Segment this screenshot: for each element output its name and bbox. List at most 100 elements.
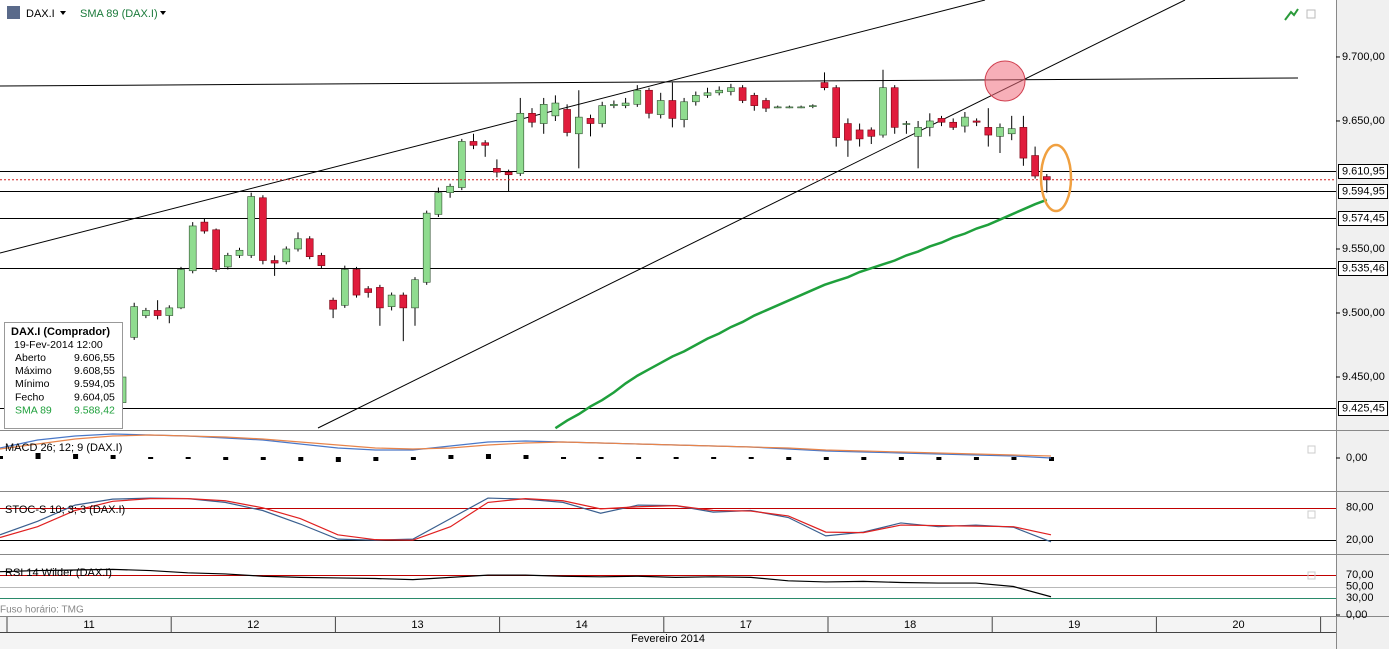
candle-body: [235, 249, 244, 256]
indicator-label[interactable]: SMA 89 (DAX.I): [80, 8, 158, 20]
x-tick-label: 11: [83, 619, 94, 631]
window-button: [1307, 571, 1316, 580]
candle-body: [188, 225, 197, 272]
candle-body: [387, 294, 396, 307]
x-tick-label: 19: [1068, 619, 1080, 631]
candle-body: [469, 141, 478, 146]
candle-body: [984, 127, 993, 136]
candle-body: [762, 100, 770, 109]
candle-body: [715, 89, 724, 94]
candle-body: [832, 87, 841, 138]
x-tick-label: 14: [576, 619, 588, 631]
histogram-bar: [936, 457, 942, 460]
histogram-bar: [1011, 457, 1017, 460]
histogram-bar: [410, 457, 416, 460]
candle-body: [668, 100, 677, 119]
candle-body: [516, 112, 525, 174]
dropdown-arrow[interactable]: [60, 11, 66, 15]
instrument-label[interactable]: DAX.I: [26, 8, 55, 20]
candle-body: [305, 238, 314, 257]
candle-body: [200, 221, 209, 232]
histogram-bar: [598, 457, 604, 459]
histogram-bar: [561, 457, 567, 459]
window-button[interactable]: [1306, 9, 1316, 19]
trend-line: [317, 0, 1186, 429]
candle-body: [797, 106, 805, 109]
tooltip-value: 9.588,42: [74, 405, 115, 417]
tooltip-key: SMA 89: [15, 405, 52, 417]
candle-body: [914, 127, 922, 137]
indicator-line: [0, 434, 1052, 457]
y-tick-label: 80,00: [1346, 502, 1374, 514]
candle-body: [621, 102, 630, 106]
window-button: [1307, 445, 1316, 454]
candle-body: [329, 299, 337, 310]
candle-body: [645, 89, 653, 114]
trend-icon[interactable]: [1284, 8, 1299, 21]
histogram-bar: [861, 457, 867, 460]
candle-body: [259, 197, 267, 261]
candle-body: [773, 106, 782, 109]
candle-body: [1031, 155, 1039, 177]
y-tick-label: 30,00: [1346, 592, 1374, 604]
y-tick-label: 70,00: [1346, 569, 1374, 581]
y-tick-label: 20,00: [1346, 534, 1374, 546]
candle-body: [738, 87, 747, 101]
tooltip-key: Máximo: [15, 365, 52, 377]
histogram-bar: [185, 457, 191, 459]
level-label: 9.425,45: [1342, 402, 1385, 414]
candle-body: [633, 89, 642, 105]
candle-body: [212, 229, 220, 270]
histogram-bar: [260, 457, 266, 460]
pane-title[interactable]: MACD 26; 12; 9 (DAX.I): [5, 442, 122, 454]
indicator-line: [0, 498, 1052, 541]
candle-body: [808, 105, 817, 107]
candle-body: [785, 106, 794, 109]
candle-body: [399, 294, 408, 309]
level-label: 9.574,45: [1342, 212, 1385, 224]
candle-body: [574, 116, 583, 135]
histogram-bar: [298, 457, 304, 461]
candle-body: [376, 287, 384, 309]
dropdown-arrow[interactable]: [160, 11, 166, 15]
histogram-bar: [110, 455, 116, 459]
pane-title[interactable]: RSI 14 Wilder (DAX.I): [5, 567, 112, 579]
candle-body: [691, 95, 700, 103]
level-label: 9.594,95: [1342, 185, 1385, 197]
candle-body: [294, 238, 302, 250]
trend-line: [0, 0, 986, 254]
pane-title[interactable]: STOC-S 10; 3; 3 (DAX.I): [5, 504, 125, 516]
candle-body: [282, 248, 291, 263]
candle-body: [493, 168, 501, 173]
y-tick-label: 9.450,00: [1342, 371, 1385, 383]
level-box: [1338, 401, 1388, 416]
candle-body: [247, 196, 255, 256]
candle-body: [422, 212, 431, 283]
candle-body: [1019, 127, 1028, 159]
candle-body: [340, 269, 349, 306]
tooltip-title: DAX.I (Comprador): [11, 326, 110, 338]
tooltip-date: 19-Fev-2014 12:00: [14, 339, 103, 351]
histogram-bar: [373, 457, 379, 461]
histogram-bar: [523, 455, 529, 459]
candle-body: [364, 288, 373, 293]
candle-body: [1007, 128, 1016, 135]
instrument-icon[interactable]: [7, 6, 20, 19]
candle-body: [727, 87, 735, 92]
candle-body: [890, 87, 899, 128]
histogram-bar: [823, 457, 829, 460]
candle-body: [411, 279, 419, 309]
candle-body: [130, 306, 138, 338]
x-tick-label: 18: [904, 619, 916, 631]
histogram-bar: [448, 455, 454, 459]
histogram-bar: [636, 457, 642, 459]
histogram-bar: [148, 457, 154, 459]
level-label: 9.535,46: [1342, 262, 1385, 274]
candle-body: [142, 310, 150, 316]
highlight-ellipse: [1039, 143, 1073, 213]
candle-body: [551, 102, 560, 117]
candle-body: [949, 121, 958, 128]
candle-body: [925, 120, 934, 128]
level-box: [1338, 261, 1388, 276]
